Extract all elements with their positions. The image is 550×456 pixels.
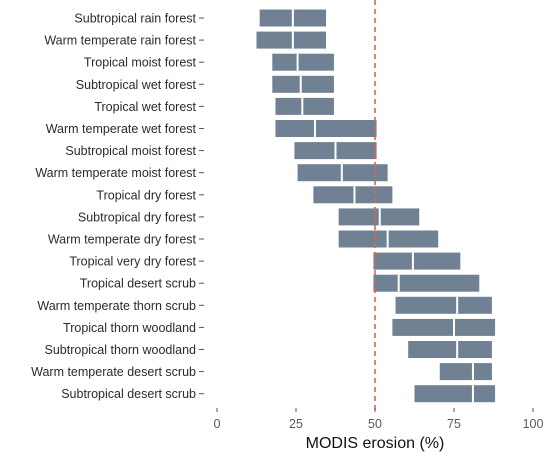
category-label: Subtropical desert scrub <box>61 387 196 401</box>
median-marker <box>397 274 400 292</box>
category-labels: Subtropical rain forest Warm temperate ra… <box>31 12 204 401</box>
median-marker <box>301 97 304 115</box>
category-label: Warm temperate moist forest <box>35 166 196 180</box>
range-bar <box>395 296 492 314</box>
median-marker <box>296 53 299 71</box>
range-bar <box>373 252 461 270</box>
category-label: Subtropical thorn woodland <box>45 343 197 357</box>
median-marker <box>313 120 316 137</box>
category-label: Subtropical dry forest <box>78 210 197 224</box>
category-label: Subtropical wet forest <box>76 78 197 92</box>
median-marker <box>456 296 459 314</box>
median-marker <box>453 318 455 336</box>
range-bar <box>275 120 377 137</box>
median-marker <box>411 252 414 270</box>
range-bar <box>414 385 496 403</box>
range-bar <box>439 363 492 381</box>
median-marker <box>378 208 381 226</box>
median-marker <box>386 230 389 248</box>
category-label: Tropical thorn woodland <box>63 321 196 335</box>
median-marker <box>456 341 459 358</box>
median-marker <box>291 9 294 27</box>
category-label: Subtropical rain forest <box>74 12 196 26</box>
bar-layer <box>256 9 496 403</box>
range-bar <box>275 97 334 115</box>
median-marker <box>340 164 343 182</box>
range-bar <box>256 31 327 49</box>
category-label: Tropical dry forest <box>96 188 196 202</box>
category-label: Tropical desert scrub <box>80 277 196 291</box>
median-marker <box>334 142 337 160</box>
x-tick-label: 75 <box>447 417 461 431</box>
median-marker <box>353 186 356 204</box>
range-bar <box>408 341 492 358</box>
range-bar <box>272 53 334 71</box>
median-marker <box>299 75 302 93</box>
category-label: Warm temperate thorn scrub <box>37 299 196 313</box>
range-bar <box>313 186 393 204</box>
range-bar <box>373 274 480 292</box>
category-label: Tropical very dry forest <box>69 255 196 269</box>
median-marker <box>291 31 294 49</box>
range-bar <box>392 318 496 336</box>
category-label: Tropical moist forest <box>84 56 197 70</box>
range-bar <box>272 75 334 93</box>
category-label: Warm temperate rain forest <box>44 34 196 48</box>
x-tick-label: 100 <box>523 417 544 431</box>
x-tick-label: 0 <box>214 417 221 431</box>
x-tick-label: 25 <box>289 417 303 431</box>
category-label: Tropical wet forest <box>94 100 196 114</box>
category-label: Warm temperate wet forest <box>46 122 197 136</box>
x-axis-title: MODIS erosion (%) <box>306 435 445 452</box>
median-marker <box>471 385 474 403</box>
x-tick-label: 50 <box>368 417 382 431</box>
category-label: Warm temperate dry forest <box>48 233 197 247</box>
median-marker <box>471 363 474 381</box>
x-axis-ticks: 0 25 50 75 100 <box>214 408 544 431</box>
category-label: Subtropical moist forest <box>65 144 196 158</box>
category-label: Warm temperate desert scrub <box>31 365 196 379</box>
